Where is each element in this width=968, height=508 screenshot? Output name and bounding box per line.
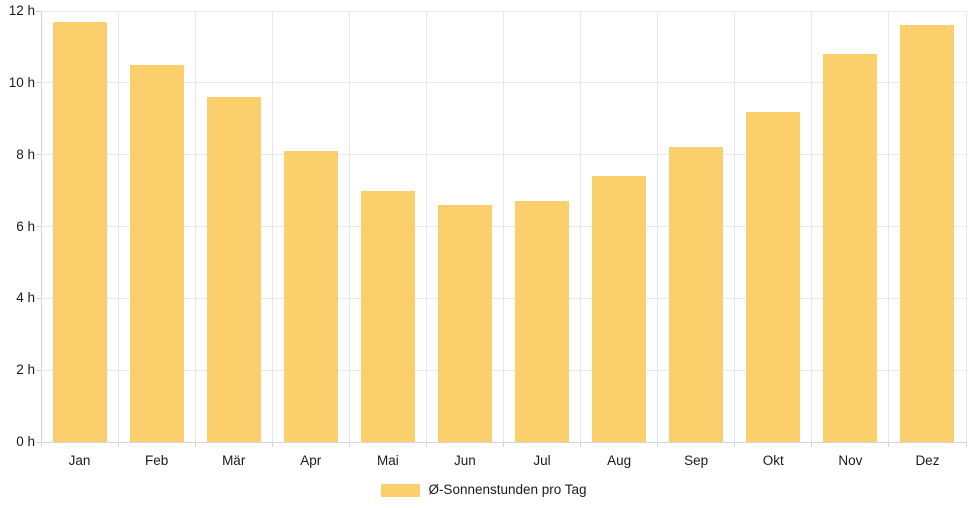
bar-mär[interactable] <box>206 97 261 442</box>
bar-nov[interactable] <box>823 54 878 442</box>
x-axis-label-jul: Jul <box>533 453 551 468</box>
y-axis-tick <box>36 297 41 299</box>
chart-legend[interactable]: Ø-Sonnenstunden pro Tag <box>0 482 968 498</box>
bar-okt[interactable] <box>746 111 801 442</box>
bar-feb[interactable] <box>129 64 184 442</box>
x-axis-tick <box>734 442 736 447</box>
vertical-gridline <box>734 11 736 442</box>
y-axis-tick <box>36 226 41 227</box>
bar-aug[interactable] <box>592 176 647 442</box>
x-axis-tick <box>811 442 813 447</box>
x-axis-label-dez: Dez <box>915 453 940 468</box>
vertical-gridline <box>965 11 967 442</box>
x-axis-tick <box>580 442 582 447</box>
x-axis-label-feb: Feb <box>144 453 169 468</box>
x-axis-tick <box>348 442 350 447</box>
vertical-gridline <box>580 11 582 442</box>
horizontal-gridline <box>41 10 966 12</box>
bar-dez[interactable] <box>900 25 955 442</box>
x-axis-label-okt: Okt <box>762 453 784 468</box>
y-axis-tick <box>36 369 41 371</box>
y-axis-tick <box>36 154 41 156</box>
y-axis-tick-label: 10 h <box>8 74 35 90</box>
y-axis-tick-label: 0 h <box>16 434 35 449</box>
y-axis-line <box>40 11 42 442</box>
x-axis-label-jun: Jun <box>454 453 476 468</box>
x-axis-tick <box>271 442 273 447</box>
bar-jul[interactable] <box>515 201 570 442</box>
x-axis-label-mai: Mai <box>376 453 399 468</box>
y-axis-tick-label: 12 h <box>8 3 35 18</box>
x-axis-tick <box>117 442 119 447</box>
vertical-gridline <box>348 11 350 442</box>
x-axis-tick <box>657 442 659 447</box>
x-axis-label-jan: Jan <box>68 453 91 468</box>
vertical-gridline <box>425 11 427 442</box>
bar-sep[interactable] <box>669 147 724 442</box>
x-axis-line <box>41 442 966 443</box>
legend-swatch[interactable] <box>381 483 421 497</box>
x-axis-tick <box>40 442 42 447</box>
y-axis-tick <box>36 441 41 443</box>
vertical-gridline <box>117 11 119 442</box>
x-axis-label-mär: Mär <box>222 453 246 468</box>
x-axis-tick <box>888 442 890 447</box>
vertical-gridline <box>657 11 659 442</box>
x-axis-label-aug: Aug <box>607 453 632 468</box>
vertical-gridline <box>888 11 890 442</box>
y-axis-tick <box>36 82 41 84</box>
x-axis-tick <box>194 442 196 447</box>
x-axis-label-nov: Nov <box>838 453 863 468</box>
y-axis-tick-label: 6 h <box>16 218 35 234</box>
legend-label: Ø-Sonnenstunden pro Tag <box>428 482 587 497</box>
x-axis-tick <box>425 442 427 447</box>
vertical-gridline <box>194 11 196 442</box>
x-axis-label-apr: Apr <box>300 453 322 468</box>
x-axis-label-sep: Sep <box>684 453 709 468</box>
y-axis-tick-label: 4 h <box>16 290 35 306</box>
bar-jan[interactable] <box>52 21 107 442</box>
bar-jun[interactable] <box>437 204 492 442</box>
y-axis-tick-label: 8 h <box>16 146 35 162</box>
bar-mai[interactable] <box>360 190 415 442</box>
vertical-gridline <box>271 11 273 442</box>
y-axis-tick <box>36 10 41 12</box>
vertical-gridline <box>503 11 504 442</box>
bar-apr[interactable] <box>283 151 338 442</box>
y-axis-tick-label: 2 h <box>16 362 35 378</box>
vertical-gridline <box>811 11 813 442</box>
x-axis-tick <box>503 442 504 447</box>
x-axis-tick <box>965 442 967 447</box>
